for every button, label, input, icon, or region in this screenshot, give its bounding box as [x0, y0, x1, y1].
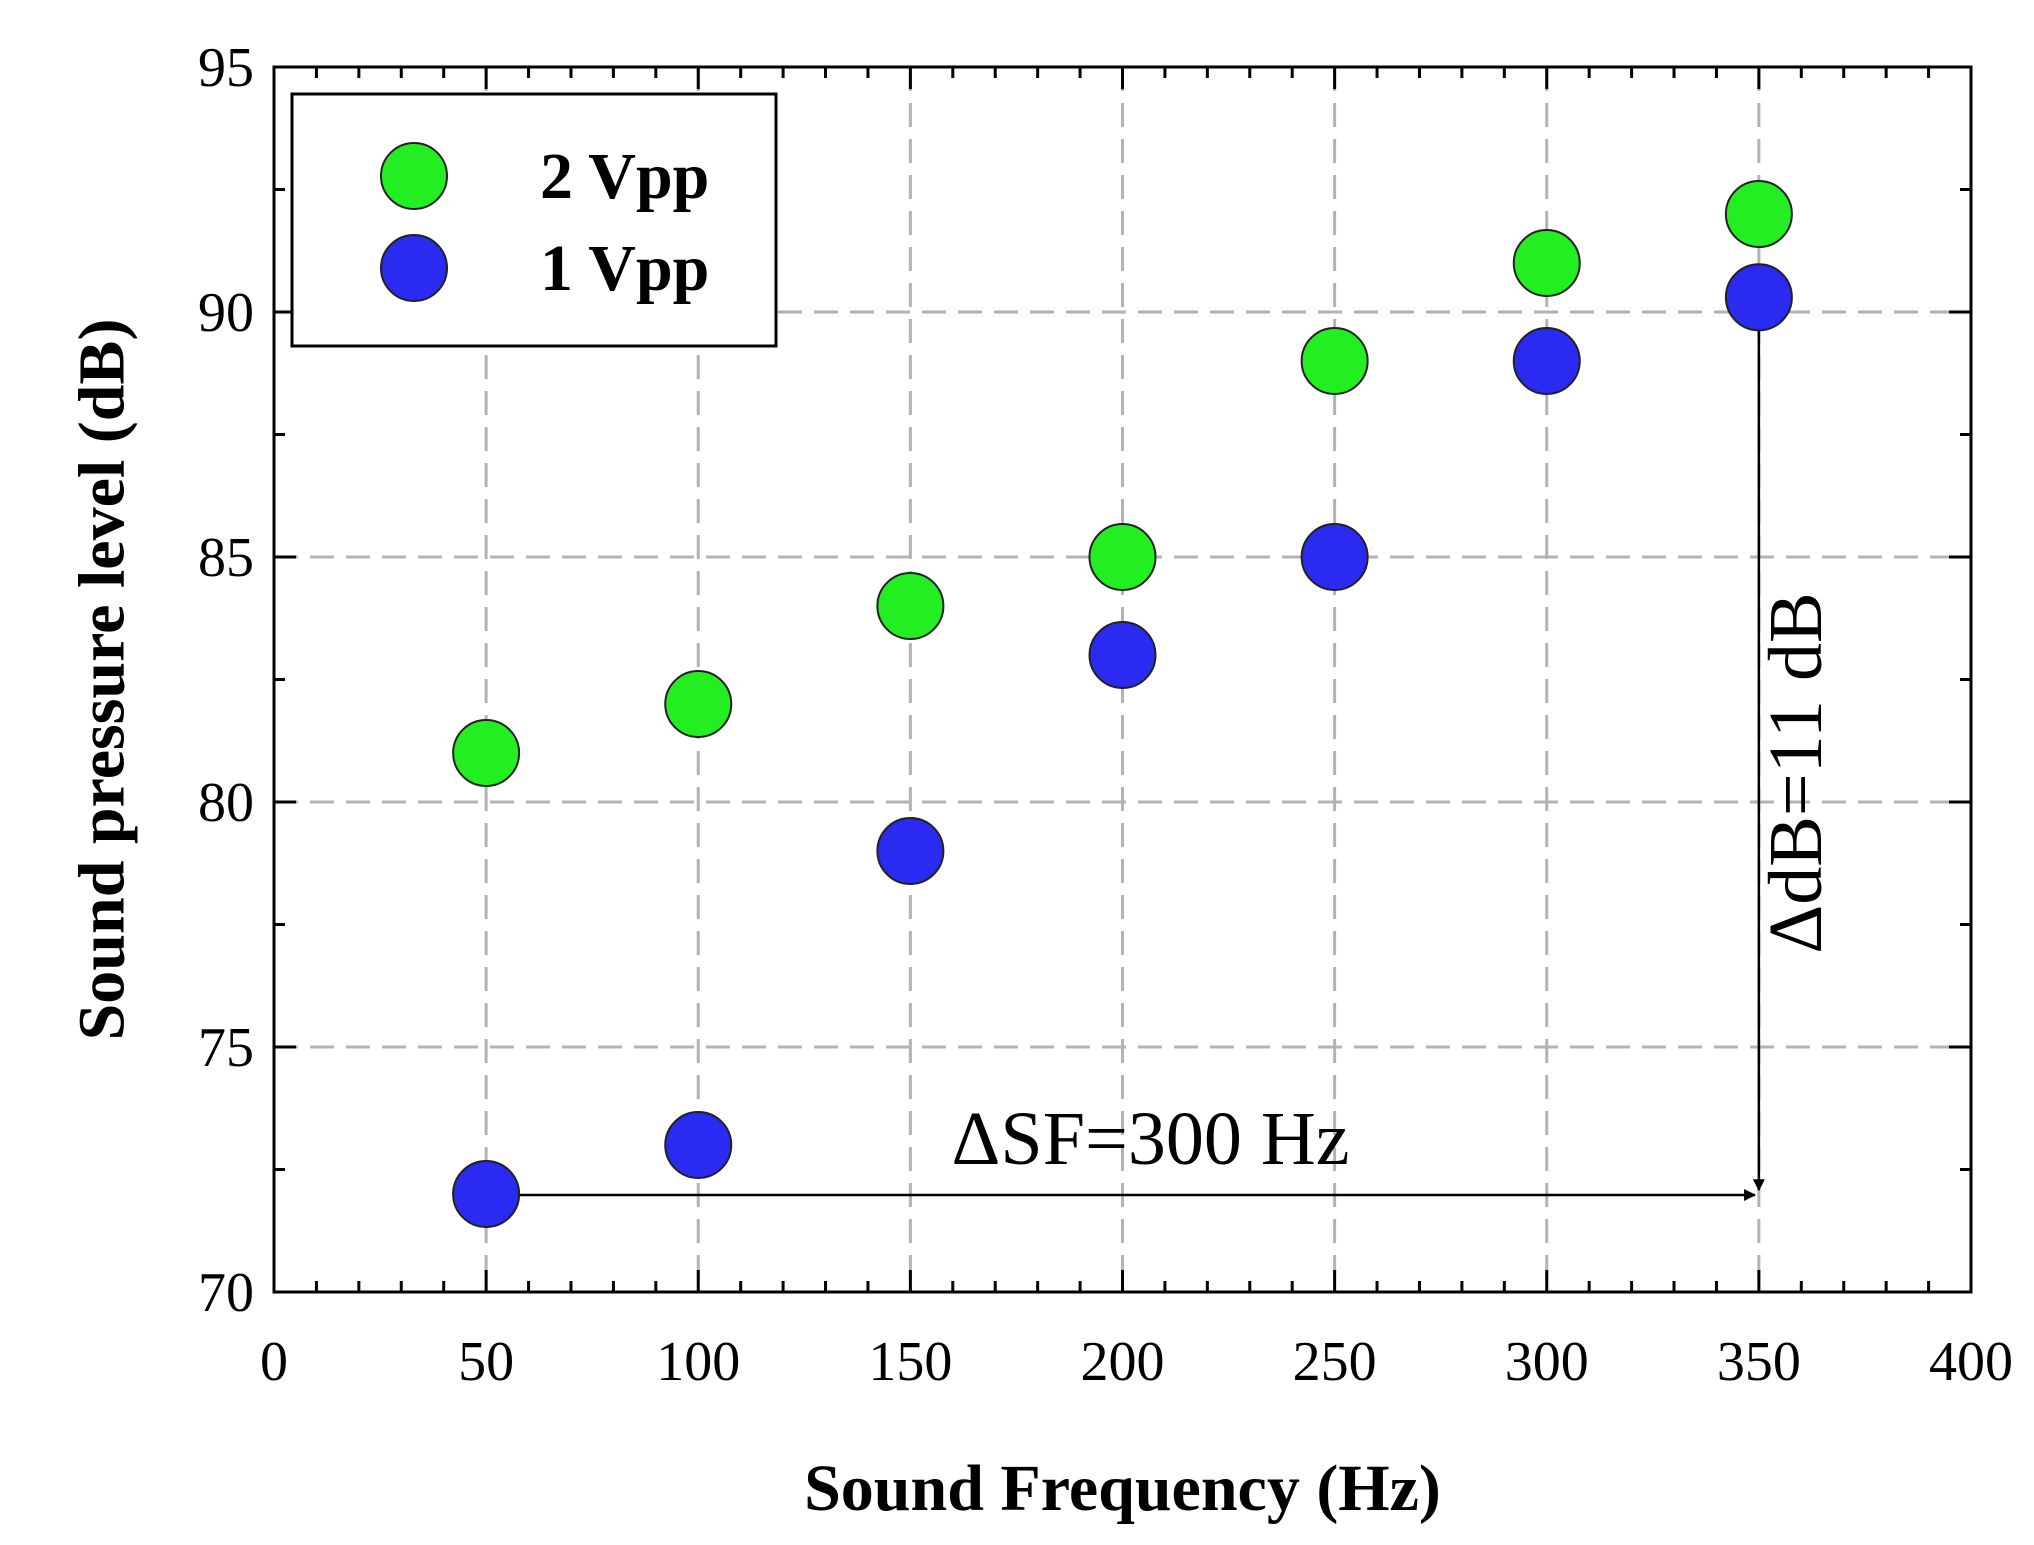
point-1vpp-300 — [1512, 327, 1581, 395]
x-tick-label: 100 — [656, 1331, 740, 1393]
delta-db-label: ΔdB=11 dB — [1754, 592, 1838, 953]
point-2vpp-50 — [452, 719, 521, 787]
x-tick-label: 350 — [1717, 1331, 1801, 1393]
point-2vpp-250 — [1300, 327, 1369, 395]
point-1vpp-150 — [876, 817, 945, 885]
data-points — [452, 180, 1793, 1228]
y-tick-label: 75 — [198, 1017, 254, 1079]
point-1vpp-350 — [1724, 263, 1793, 332]
y-tick-label: 80 — [198, 772, 254, 834]
x-tick-label: 50 — [458, 1331, 514, 1393]
legend-marker-2vpp — [380, 142, 448, 210]
x-tick-label: 250 — [1293, 1331, 1377, 1393]
point-1vpp-50 — [452, 1160, 521, 1228]
y-tick-label: 85 — [198, 527, 254, 589]
y-tick-label: 70 — [198, 1262, 254, 1324]
point-2vpp-300 — [1512, 229, 1581, 297]
legend-marker-1vpp — [380, 234, 448, 302]
point-1vpp-250 — [1300, 523, 1369, 591]
point-2vpp-100 — [664, 670, 733, 738]
delta-sf-label: ΔSF=300 Hz — [952, 1097, 1350, 1181]
x-tick-label: 150 — [868, 1331, 952, 1393]
x-axis-title: Sound Frequency (Hz) — [804, 1452, 1441, 1525]
legend-label-1vpp: 1 Vpp — [540, 232, 709, 305]
point-2vpp-350 — [1724, 180, 1793, 248]
y-tick-label: 95 — [198, 37, 254, 99]
point-2vpp-150 — [876, 572, 945, 640]
y-axis-title: Sound pressure level (dB) — [66, 319, 139, 1041]
legend: 2 Vpp 1 Vpp — [290, 92, 778, 348]
x-tick-label: 0 — [260, 1331, 288, 1393]
tick-labels: 0 50 100 150 200 250 300 350 400 70 75 80 85 90 95 — [198, 37, 2013, 1393]
legend-label-2vpp: 2 Vpp — [540, 140, 709, 213]
x-tick-label: 300 — [1505, 1331, 1589, 1393]
point-1vpp-100 — [664, 1111, 733, 1179]
plot-frame — [272, 65, 1973, 1294]
axis-ticks — [272, 65, 1973, 1294]
point-1vpp-200 — [1088, 621, 1157, 689]
x-tick-label: 200 — [1081, 1331, 1165, 1393]
point-2vpp-200 — [1088, 523, 1157, 591]
annotations: ΔSF=300 Hz ΔdB=11 dB — [488, 314, 1838, 1201]
legend-box — [290, 92, 778, 348]
x-tick-label: 400 — [1929, 1331, 2013, 1393]
y-tick-label: 90 — [198, 282, 254, 344]
